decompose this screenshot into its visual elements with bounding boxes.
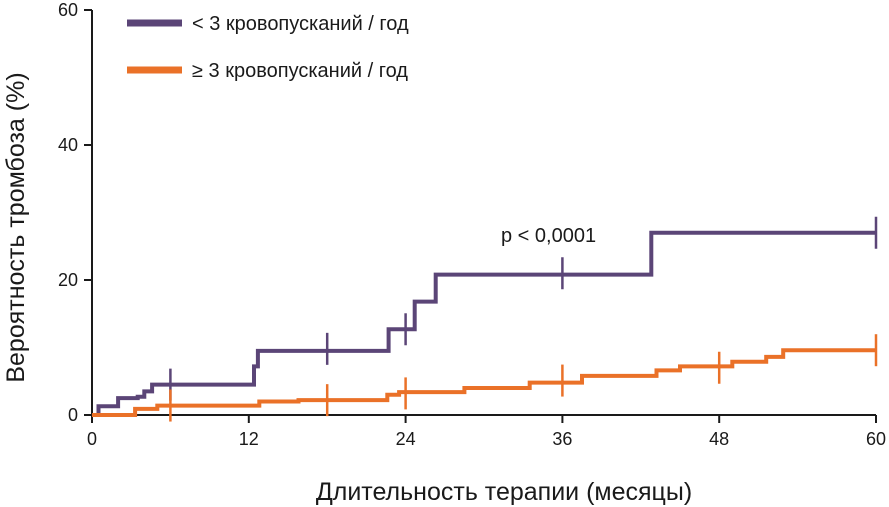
y-tick-label: 0 — [68, 405, 78, 425]
legend: < 3 кровопусканий / год ≥ 3 кровопускани… — [127, 13, 409, 82]
ticks: 0 20 40 60 0 12 24 36 48 60 — [58, 0, 886, 449]
legend-label-series-2: ≥ 3 кровопусканий / год — [192, 60, 408, 82]
x-tick-label: 36 — [552, 429, 572, 449]
p-value-annotation: p < 0,0001 — [501, 225, 596, 247]
y-tick-label: 40 — [58, 135, 78, 155]
x-tick-label: 0 — [87, 429, 97, 449]
x-tick-label: 60 — [866, 429, 886, 449]
series-line-1 — [96, 230, 876, 415]
legend-label-series-1: < 3 кровопусканий / год — [192, 13, 409, 35]
series-line-2 — [92, 348, 876, 417]
axes — [91, 10, 876, 416]
x-axis-title: Длительность терапии (месяцы) — [316, 478, 692, 506]
y-axis-title: Вероятность тромбоза (%) — [2, 72, 30, 382]
y-tick-label: 20 — [58, 270, 78, 290]
x-tick-label: 12 — [239, 429, 259, 449]
x-tick-label: 48 — [709, 429, 729, 449]
series — [92, 216, 878, 422]
y-tick-label: 60 — [58, 0, 78, 20]
x-tick-label: 24 — [396, 429, 416, 449]
